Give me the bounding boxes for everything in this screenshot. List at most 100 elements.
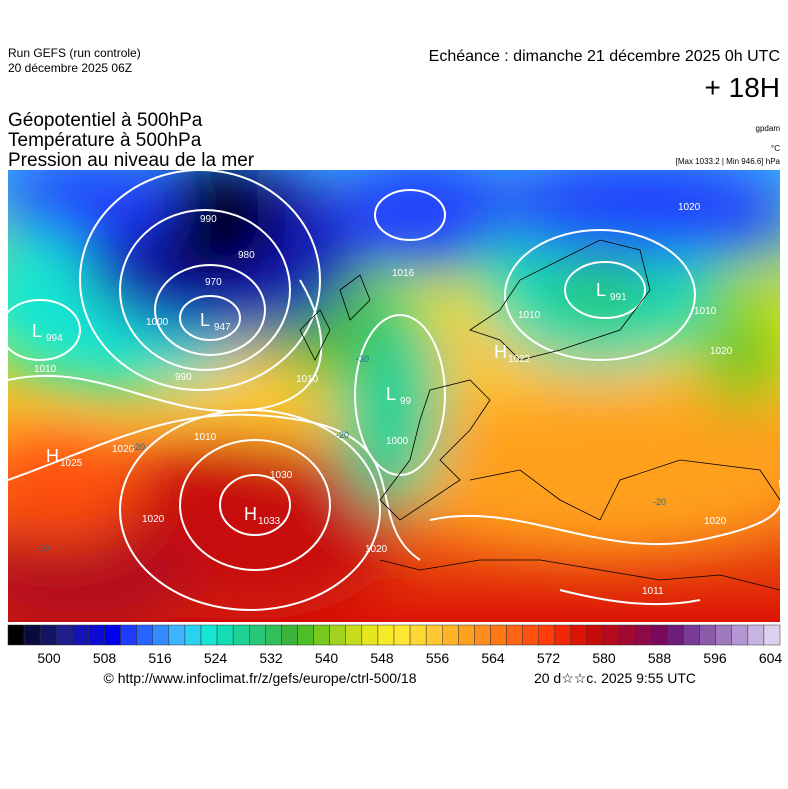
center-value: 1022 [508,354,531,365]
colorbar-swatch [232,624,250,646]
center-value: 1033 [258,516,281,527]
colorbar-tick-label: 508 [93,650,117,666]
colorbar-tick-label: 532 [259,650,283,666]
run-date: 20 décembre 2025 06Z [8,61,132,75]
colorbar-swatch [72,624,89,646]
colorbar-tick-label: 516 [148,650,172,666]
colorbar-swatch [554,624,572,646]
center-symbol: H [494,342,507,362]
colorbar-swatch [618,624,636,646]
colorbar-swatch [345,624,363,646]
isobar-label: 990 [200,214,217,225]
colorbar-swatch [361,624,379,646]
colorbar-swatch [104,624,121,646]
colorbar-swatch [184,624,202,646]
colorbar-tick-label: 564 [481,650,505,666]
colorbar-tick-label: 524 [204,650,228,666]
colorbar-swatch [136,624,154,646]
colorbar-swatch [763,624,781,646]
center-symbol: L [200,310,210,330]
colorbar-swatch [458,624,475,646]
colorbar-swatch [377,624,395,646]
temperature-label: -30 [356,354,369,364]
center-symbol: L [596,280,606,300]
colorbar-swatch [715,624,733,646]
colorbar-tick-label: 596 [703,650,727,666]
generated: 20 d☆☆c. 2025 9:55 UTC [534,670,696,686]
isobar-label: 1000 [386,436,409,447]
isobar-label: 1020 [704,516,727,527]
colorbar-swatch [313,624,330,646]
temperature-label: -10 [36,543,49,553]
colorbar-swatch [265,624,282,646]
isobar-label: 1020 [112,444,135,455]
center-value: 1025 [60,458,83,469]
colorbar-swatch [747,624,765,646]
colorbar-swatch [731,624,749,646]
colorbar-tick-label: 500 [37,650,61,666]
colorbar-tick-label: 556 [426,650,450,666]
colorbar-swatch [39,624,57,646]
map [8,170,780,622]
colorbar-tick-label: 540 [315,650,339,666]
isobar-label: 1020 [142,514,165,525]
colorbar-swatch [602,624,620,646]
colorbar-swatch [7,624,25,646]
isobar-label: 1011 [642,586,664,597]
colorbar-swatch [538,624,556,646]
colorbar-swatch [490,624,507,646]
isobar-label: 1020 [678,202,701,213]
isobar-label: 970 [205,277,222,288]
colorbar-swatch [88,624,105,646]
colorbar-swatch [200,624,218,646]
source: © http://www.infoclimat.fr/z/gefs/europe… [103,670,416,686]
center-value: 994 [46,333,63,344]
colorbar-swatch [474,624,491,646]
run: Run GEFS (run controle) [8,46,141,60]
isobar-label: 1030 [270,470,293,481]
colorbar-swatch [699,624,716,646]
colorbar-swatch [635,624,652,646]
unit: gpdam [756,124,781,133]
title-line: Géopotentiel à 500hPa [8,110,203,131]
unit: [Max 1033.2 | Min 946.6] hPa [676,157,781,166]
colorbar-swatch [570,624,588,646]
isobar-label: 980 [238,250,255,261]
colorbar-tick-label: 572 [537,650,561,666]
colorbar-swatch [425,624,443,646]
colorbar-swatch [168,624,186,646]
isobar-label: 1010 [518,310,541,321]
colorbar-swatch [216,624,234,646]
temperature-label: -20 [336,430,349,440]
center-symbol: L [386,384,396,404]
colorbar-swatch [667,624,684,646]
colorbar-swatch [393,624,411,646]
colorbar-tick-label: 548 [370,650,394,666]
colorbar-swatch [56,624,73,646]
colorbar-swatch [409,624,427,646]
colorbar-swatch [522,624,540,646]
title-line: Pression au niveau de la mer [8,150,255,171]
isobar-label: 1020 [365,544,388,555]
colorbar-swatch [297,624,314,646]
colorbar-swatch [249,624,266,646]
center-value: 99 [400,396,412,407]
unit: °C [771,144,780,153]
colorbar-swatch [651,624,668,646]
colorbar-swatch [506,624,523,646]
colorbar-swatch [281,624,298,646]
center-symbol: H [244,504,257,524]
temperature-label: -20 [132,442,145,452]
isobar-label: 1010 [694,306,717,317]
center-symbol: H [46,446,59,466]
center-value: 991 [610,292,627,303]
isobar-label: 1010 [194,432,217,443]
colorbar-swatch [329,624,346,646]
echeance: Echéance : dimanche 21 décembre 2025 0h … [429,48,780,65]
center-value: 947 [214,322,231,333]
center-symbol: L [32,321,42,341]
colorbar-tick-label: 604 [759,650,783,666]
colorbar-swatch [586,624,604,646]
colorbar-swatch [442,624,459,646]
